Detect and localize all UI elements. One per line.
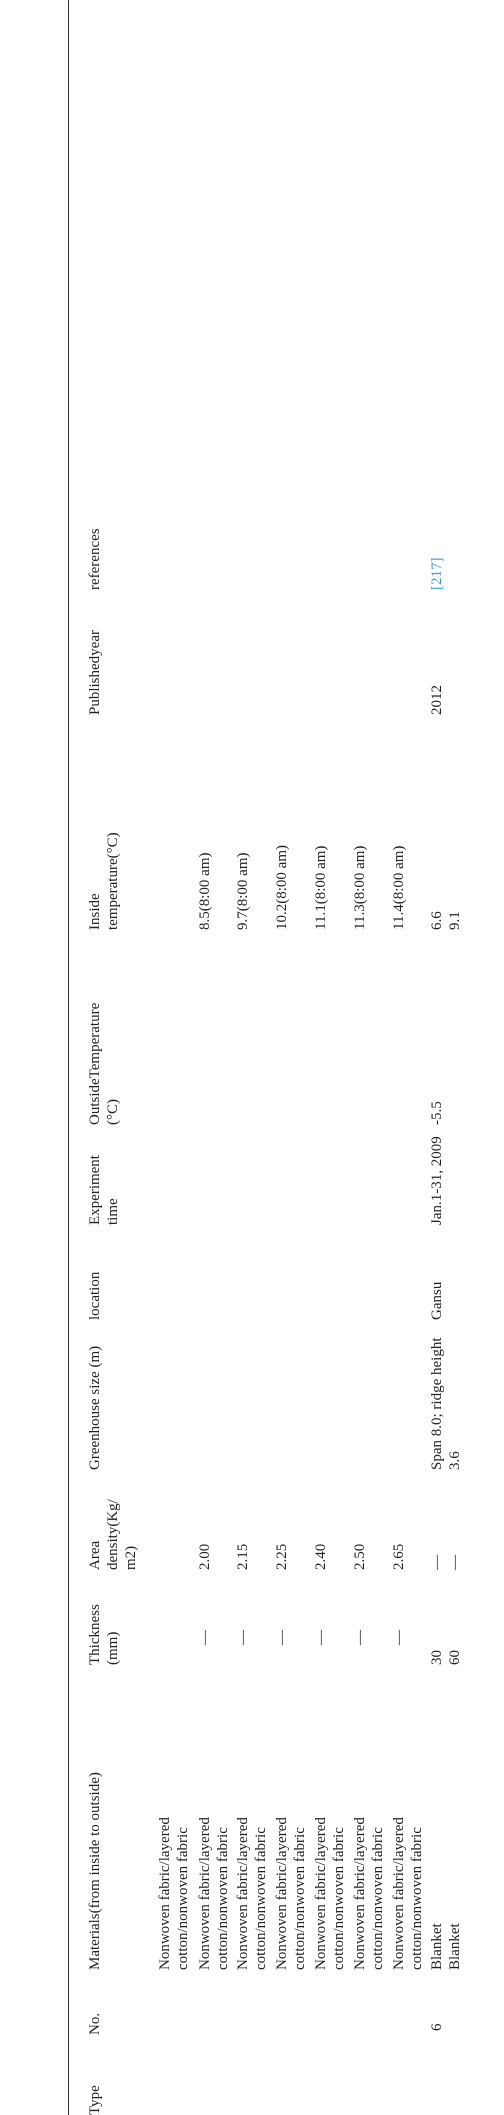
row-1-inside: 8.5(8:00 am) (197, 852, 213, 930)
header-no: No. (87, 2012, 103, 2035)
header-greenhouse-size: Greenhouse size (m) (87, 1345, 103, 1470)
row-8-density: — (447, 1555, 463, 1570)
header-experiment-time: Experiment time (87, 1155, 121, 1225)
row-6-density: 2.65 (391, 1543, 407, 1570)
row-8-thickness: 60 (447, 1650, 463, 1665)
row-5-materials: Nonwoven fabric/layered cotton/nonwoven … (352, 1817, 386, 1970)
header-type: Type (87, 2085, 103, 2115)
row-1-materials: Nonwoven fabric/layered cotton/nonwoven … (197, 1817, 231, 1970)
header-outside-temperature: OutsideTemperature (°C) (87, 1002, 121, 1125)
row-8-inside: 9.1 (447, 911, 463, 930)
row-2-inside: 9.7(8:00 am) (235, 852, 251, 930)
row-4-materials: Nonwoven fabric/layered cotton/nonwoven … (313, 1817, 347, 1970)
row-5-inside: 11.3(8:00 am) (352, 845, 368, 930)
table-top-rule (68, 0, 69, 2115)
row-7-year: 2012 (429, 685, 445, 715)
header-thickness: Thickness (mm) (87, 1604, 121, 1665)
row-4-thickness: — (313, 1630, 329, 1645)
header-references: references (87, 528, 103, 590)
row-4-density: 2.40 (313, 1543, 329, 1570)
row-2-materials: Nonwoven fabric/layered cotton/nonwoven … (235, 1817, 269, 1970)
row-7-materials: Blanket (429, 1923, 445, 1970)
row-4-inside: 11.1(8:00 am) (313, 845, 329, 930)
row-5-thickness: — (352, 1630, 368, 1645)
row-7-greenhouse-size: Span 8.0; ridge height 3.6 (429, 1337, 463, 1470)
row-7-density: — (429, 1555, 445, 1570)
row-3-inside: 10.2(8:00 am) (274, 845, 290, 930)
header-materials: Materials(from inside to outside) (87, 1772, 103, 1970)
row-2-density: 2.15 (235, 1543, 251, 1570)
row-3-thickness: — (274, 1630, 290, 1645)
row-1-density: 2.00 (197, 1543, 213, 1570)
row-6-thickness: — (391, 1630, 407, 1645)
header-location: location (87, 1271, 103, 1320)
header-published-year: Publishedyear (87, 630, 103, 715)
row-8-materials: Blanket (447, 1923, 463, 1970)
row-6-inside: 11.4(8:00 am) (391, 845, 407, 930)
row-7-no: 6 (429, 2023, 445, 2032)
row-2-thickness: — (235, 1630, 251, 1645)
row-0-materials: Nonwoven fabric/layered cotton/nonwoven … (157, 1817, 191, 1970)
header-inside-temperature: Inside temperature(°C) (87, 832, 121, 930)
row-7-reference-link[interactable]: [217] (429, 557, 445, 591)
header-area-density: Area density(Kg/ m2) (87, 1499, 139, 1570)
row-3-materials: Nonwoven fabric/layered cotton/nonwoven … (274, 1817, 308, 1970)
row-7-location: Gansu (429, 1281, 445, 1320)
row-7-thickness: 30 (429, 1650, 445, 1665)
row-5-density: 2.50 (352, 1543, 368, 1570)
row-7-outside: -5.5 (429, 1101, 445, 1125)
row-3-density: 2.25 (274, 1543, 290, 1570)
row-1-thickness: — (197, 1630, 213, 1645)
row-7-inside: 6.6 (429, 911, 445, 930)
row-7-experiment-time: Jan.1-31, 2009 (429, 1136, 445, 1225)
row-6-materials: Nonwoven fabric/layered cotton/nonwoven … (391, 1817, 425, 1970)
